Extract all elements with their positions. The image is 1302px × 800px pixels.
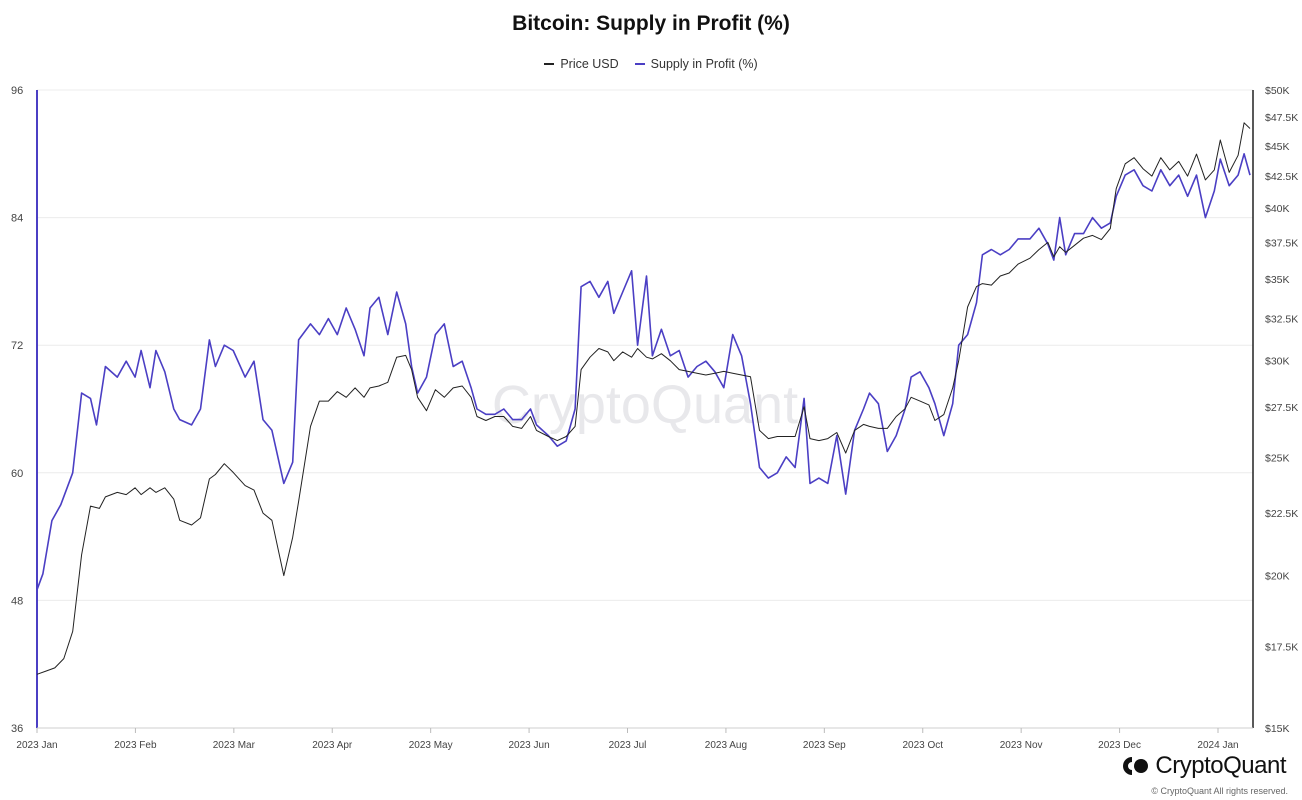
x-tick-label: 2023 Jun — [509, 740, 550, 751]
y-right-tick-label: $15K — [1265, 723, 1290, 735]
legend-label-supply-in-profit: Supply in Profit (%) — [650, 57, 758, 71]
x-tick-label: 2023 Jan — [16, 740, 57, 751]
x-tick-label: 2023 Nov — [1000, 740, 1043, 751]
x-tick-label: 2023 Feb — [114, 740, 157, 751]
y-right-tick-label: $20K — [1265, 571, 1290, 583]
y-right-tick-label: $32.5K — [1265, 313, 1298, 325]
chart-legend: Price USD Supply in Profit (%) — [0, 57, 1302, 71]
y-left-tick-label: 36 — [11, 723, 23, 735]
legend-item-price[interactable]: Price USD — [544, 57, 619, 71]
x-tick-label: 2023 Sep — [803, 740, 846, 751]
y-right-tick-label: $40K — [1265, 203, 1290, 215]
y-left-tick-label: 84 — [11, 213, 23, 225]
chart-series — [36, 122, 1251, 675]
legend-item-supply-in-profit[interactable]: Supply in Profit (%) — [634, 57, 758, 71]
legend-swatch-supply-in-profit — [634, 63, 645, 65]
legend-label-price: Price USD — [560, 57, 619, 71]
y-right-tick-label: $45K — [1265, 141, 1290, 153]
y-right-tick-label: $22.5K — [1265, 508, 1298, 520]
copyright-text: © CryptoQuant All rights reserved. — [1151, 786, 1288, 796]
y-right-tick-label: $42.5K — [1265, 171, 1298, 183]
chart-axes: 96 84 72 60 48 36 $50K $47.5K $45K $42.5K $40K $37.… — [11, 85, 1298, 751]
brand-logo: CryptoQuant — [1121, 752, 1286, 780]
x-tick-label: 2023 Aug — [705, 740, 747, 751]
x-tick-label: 2023 Oct — [902, 740, 943, 751]
y-right-tick-label: $27.5K — [1265, 402, 1298, 414]
y-left-tick-label: 48 — [11, 595, 23, 607]
x-tick-label: 2023 May — [409, 740, 453, 751]
legend-swatch-price — [544, 63, 555, 65]
brand-name: CryptoQuant — [1155, 752, 1286, 779]
x-tick-label: 2024 Jan — [1197, 740, 1238, 751]
y-right-tick-label: $47.5K — [1265, 112, 1298, 124]
y-right-tick-label: $25K — [1265, 452, 1290, 464]
cryptoquant-logo-icon — [1123, 757, 1149, 775]
chart-title: Bitcoin: Supply in Profit (%) — [512, 12, 790, 35]
series-line-supply-in-profit — [36, 153, 1251, 591]
y-right-tick-label: $50K — [1265, 85, 1290, 97]
y-right-tick-label: $30K — [1265, 356, 1290, 368]
y-left-tick-label: 96 — [11, 85, 23, 97]
y-left-tick-label: 72 — [11, 340, 23, 352]
y-right-tick-label: $17.5K — [1265, 641, 1298, 653]
x-tick-label: 2023 Mar — [213, 740, 256, 751]
y-left-tick-label: 60 — [11, 468, 23, 480]
y-right-tick-label: $37.5K — [1265, 237, 1298, 249]
x-tick-label: 2023 Apr — [312, 740, 353, 751]
x-tick-label: 2023 Jul — [609, 740, 647, 751]
x-tick-label: 2023 Dec — [1098, 740, 1141, 751]
y-right-tick-label: $35K — [1265, 274, 1290, 286]
series-line-price-usd — [36, 122, 1251, 675]
